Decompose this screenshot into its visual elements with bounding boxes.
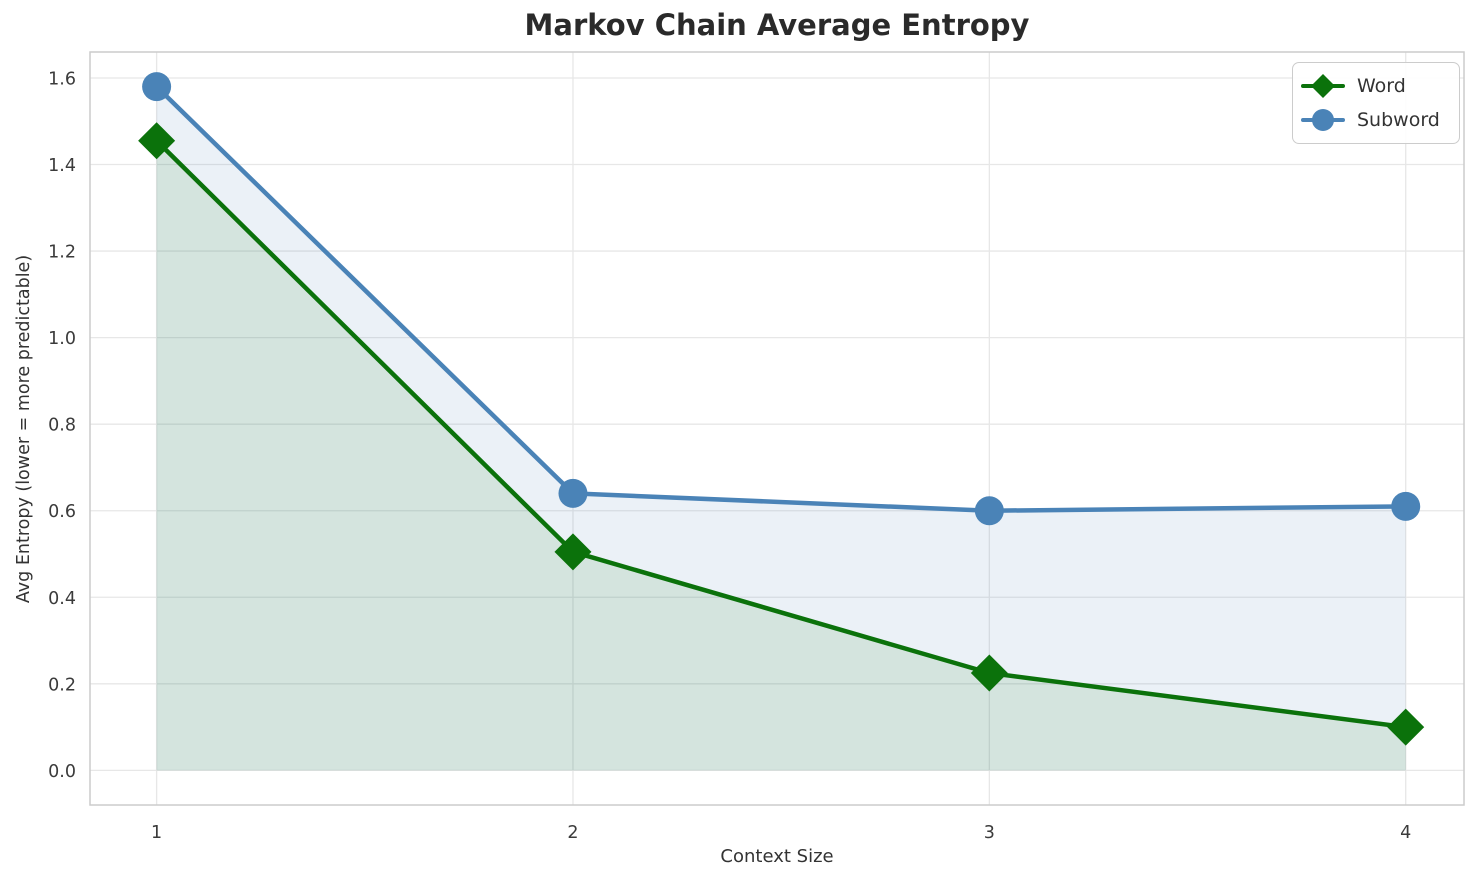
legend-label-subword: Subword: [1357, 109, 1440, 131]
y-tick-label: 0.2: [48, 675, 76, 695]
legend-item-word: Word: [1301, 71, 1447, 101]
word-diamond-icon: [1301, 74, 1345, 98]
y-tick-label: 1.6: [48, 69, 76, 89]
x-tick-label: 1: [151, 823, 162, 843]
x-axis-label: Context Size: [720, 846, 834, 867]
chart-title: Markov Chain Average Entropy: [524, 8, 1030, 42]
y-tick-label: 1.4: [48, 156, 76, 176]
legend: Word Subword: [1292, 62, 1460, 144]
word-diamond-marker: [554, 533, 592, 571]
x-tick-label: 4: [1400, 823, 1411, 843]
word-diamond-marker: [1387, 708, 1425, 746]
y-axis-label: Avg Entropy (lower = more predictable): [14, 254, 34, 604]
axes-frame: [89, 51, 1465, 806]
subword-circle-marker: [558, 478, 588, 508]
word-diamond-marker: [138, 122, 176, 160]
y-tick-label: 0.0: [48, 762, 76, 782]
y-tick-label: 0.8: [48, 416, 76, 436]
y-tick-label: 1.2: [48, 243, 76, 263]
word-line: [154, 138, 1408, 730]
x-tick-label: 2: [567, 823, 578, 843]
subword-circle-marker: [1391, 491, 1421, 521]
subword-circle-icon: [1301, 109, 1345, 131]
word-area-fill: [156, 140, 1406, 771]
word-diamond-marker: [970, 654, 1008, 692]
y-tick-label: 1.0: [48, 329, 76, 349]
subword-area-fill: [156, 86, 1406, 771]
legend-label-word: Word: [1357, 75, 1406, 97]
y-tick-label: 0.6: [48, 502, 76, 522]
x-tick-label: 3: [984, 823, 995, 843]
subword-circle-marker: [974, 496, 1004, 526]
subword-circle-marker: [142, 72, 172, 102]
y-tick-label: 0.4: [48, 589, 76, 609]
legend-item-subword: Subword: [1301, 105, 1447, 135]
subword-line: [154, 84, 1408, 513]
